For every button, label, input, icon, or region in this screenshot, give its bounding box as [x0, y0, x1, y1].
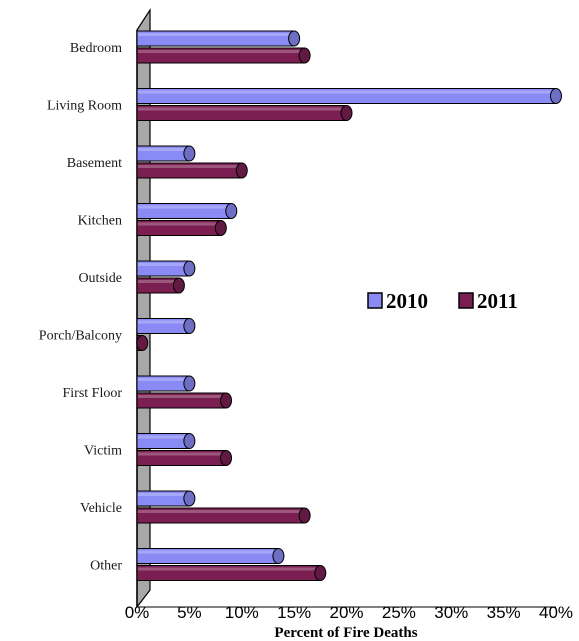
bar-end-cap [136, 335, 149, 351]
bar-highlight [138, 222, 220, 226]
category-labels: Bedroom Living Room Basement Kitchen Outside… [39, 41, 123, 574]
bar-highlight [138, 280, 178, 283]
bar-end-cap [183, 145, 196, 162]
x-tick-label: 30% [434, 603, 468, 622]
legend-label-2010: 2010 [386, 289, 428, 313]
bar-end-cap [272, 548, 285, 564]
legend-swatch-2011 [458, 292, 474, 309]
bar-highlight [138, 50, 304, 53]
legend: 2010 2011 [367, 289, 518, 313]
bar-2010 [136, 30, 301, 47]
x-tick-label: 25% [382, 603, 416, 622]
bar-2010 [136, 145, 196, 162]
category-label: Victim [84, 444, 122, 459]
bar-end-cap [298, 507, 311, 524]
x-tick-label: 10% [225, 603, 259, 622]
legend-label-2011: 2011 [477, 289, 518, 313]
bar-end-cap [340, 105, 353, 121]
bar-highlight [138, 148, 189, 151]
bar-end-cap [183, 490, 196, 507]
bar-2010 [136, 375, 196, 392]
bar-end-cap [183, 375, 196, 392]
legend-swatch-2010 [367, 292, 383, 309]
bar-highlight [138, 107, 346, 111]
bar-2010 [136, 318, 196, 334]
bars-group [136, 30, 562, 581]
bar-2011 [136, 162, 248, 179]
x-tick-label: 5% [177, 603, 202, 622]
bar-highlight [138, 90, 555, 94]
bar-2010 [136, 490, 196, 507]
bar-2011 [136, 277, 185, 294]
bar-end-cap [172, 277, 185, 294]
bar-end-cap [314, 565, 327, 581]
bar-end-cap [183, 433, 196, 449]
bar-highlight [138, 320, 189, 324]
bar-2011 [136, 565, 327, 581]
category-label: Porch/Balcony [39, 329, 122, 344]
category-label: Bedroom [70, 41, 122, 56]
category-label: Vehicle [80, 501, 122, 516]
x-tick-label: 15% [277, 603, 311, 622]
bar-end-cap [183, 260, 196, 277]
bar-end-cap [298, 47, 311, 64]
bar-2011 [136, 105, 353, 121]
bar-highlight [138, 378, 189, 381]
bar-2010 [136, 203, 238, 219]
category-label: Outside [78, 271, 122, 286]
bar-2011 [136, 335, 149, 351]
category-label: First Floor [62, 386, 122, 401]
bar-2011 [136, 507, 311, 524]
x-tick-label: 35% [487, 603, 521, 622]
x-tick-label: 20% [329, 603, 363, 622]
category-label: Basement [67, 156, 122, 171]
bar-end-cap [288, 30, 301, 47]
bar-end-cap [220, 450, 233, 466]
bar-end-cap [220, 392, 233, 409]
bar-end-cap [183, 318, 196, 334]
bar-highlight [138, 205, 231, 209]
bar-2010 [136, 88, 562, 104]
bar-highlight [138, 510, 304, 513]
category-label: Living Room [47, 99, 122, 114]
bar-2011 [136, 392, 233, 409]
bar-end-cap [550, 88, 562, 104]
x-tick-labels: 0% 5% 10% 15% 20% 25% 30% 35% 40% [125, 603, 573, 622]
bar-highlight [138, 263, 189, 266]
bar-2011 [136, 47, 311, 64]
bar-highlight [138, 493, 189, 496]
bar-highlight [138, 452, 226, 456]
bar-end-cap [214, 220, 227, 236]
category-label: Kitchen [78, 214, 122, 229]
bar-highlight [138, 165, 241, 168]
bar-2010 [136, 548, 285, 564]
bar-highlight [138, 567, 320, 571]
x-tick-label: 40% [539, 603, 573, 622]
bar-2011 [136, 220, 227, 236]
bar-2010 [136, 433, 196, 449]
x-tick-label: 0% [125, 603, 150, 622]
bar-2010 [136, 260, 196, 277]
bar-2011 [136, 450, 233, 466]
category-label: Other [90, 559, 122, 574]
x-axis-title: Percent of Fire Deaths [274, 625, 417, 641]
bar-highlight [138, 395, 226, 398]
bar-end-cap [225, 203, 238, 219]
bar-highlight [138, 550, 278, 554]
bar-highlight [138, 33, 294, 36]
bar-end-cap [235, 162, 248, 179]
bar-highlight [138, 435, 189, 439]
